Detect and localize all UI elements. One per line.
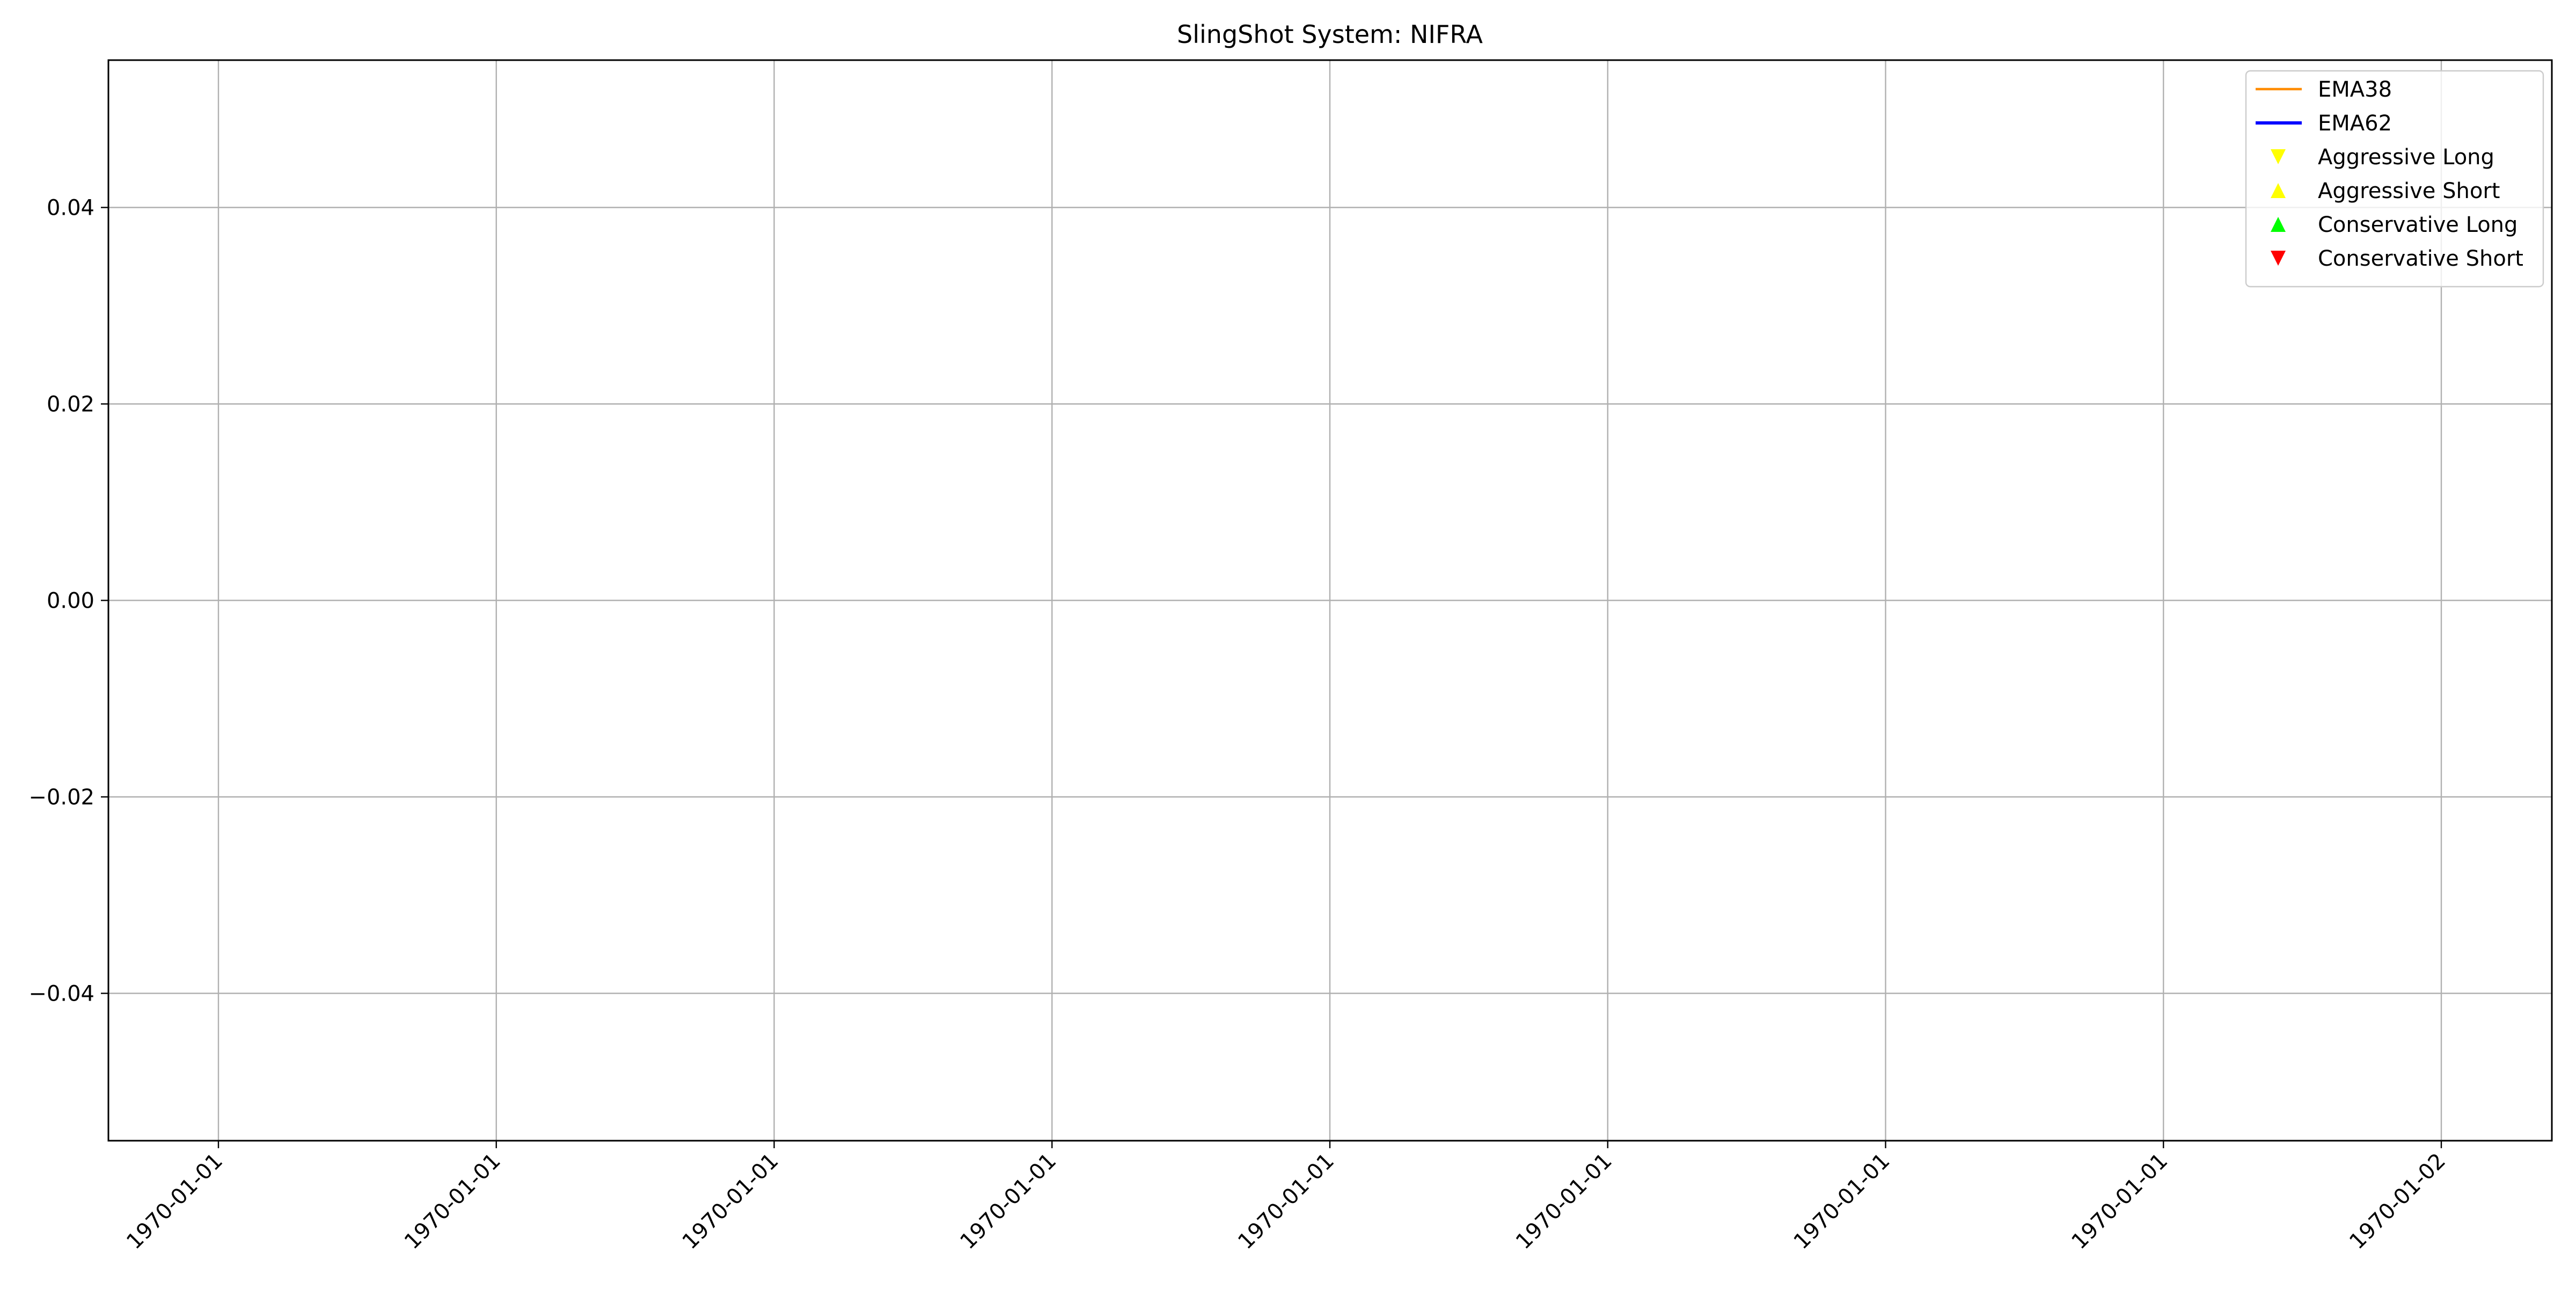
y-tick-label: 0.00 xyxy=(47,589,94,614)
y-tick-label: 0.04 xyxy=(47,196,94,221)
legend-label-aggressive-long: Aggressive Long xyxy=(2318,145,2494,170)
grid-lines xyxy=(108,60,2552,1141)
legend-marker-conservative-long xyxy=(2271,217,2286,232)
y-tick-label: −0.04 xyxy=(28,982,94,1006)
legend-label-conservative-long: Conservative Long xyxy=(2318,213,2518,237)
legend-label-aggressive-short: Aggressive Short xyxy=(2318,179,2500,203)
legend-label-ema38: EMA38 xyxy=(2318,77,2392,102)
chart-title: SlingShot System: NIFRA xyxy=(1177,20,1483,49)
legend-label-conservative-short: Conservative Short xyxy=(2318,246,2523,271)
legend-marker-conservative-short xyxy=(2271,251,2286,266)
legend-marker-aggressive-long xyxy=(2271,149,2286,164)
legend-marker-aggressive-short xyxy=(2271,183,2286,198)
legend: EMA38 EMA62 Aggressive Long Aggressive Shor… xyxy=(2245,70,2544,288)
legend-label-ema62: EMA62 xyxy=(2318,111,2392,136)
y-tick-label: −0.02 xyxy=(28,785,94,810)
y-tick-label: 0.02 xyxy=(47,392,94,417)
legend-box xyxy=(2245,70,2544,288)
